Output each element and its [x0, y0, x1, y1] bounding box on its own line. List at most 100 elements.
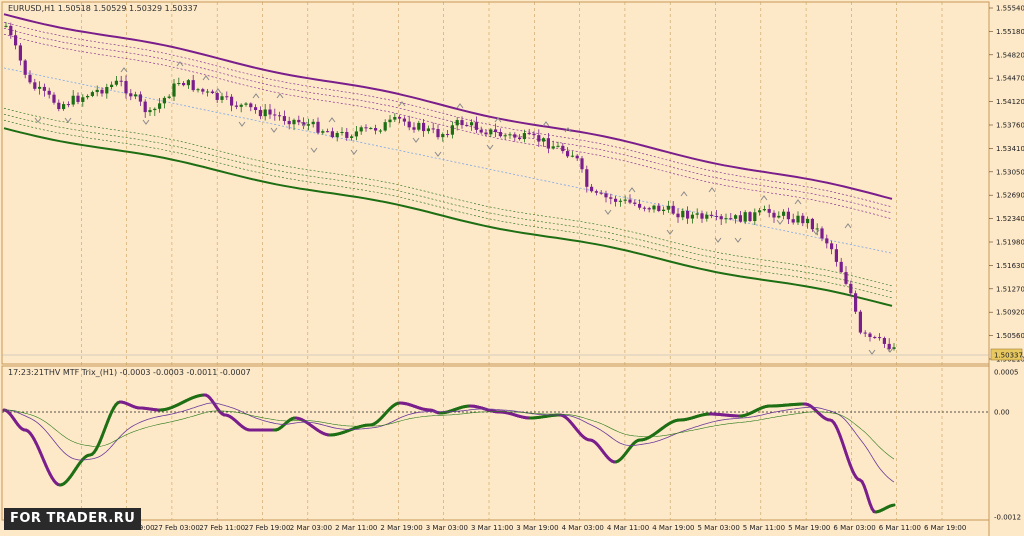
candle-body — [561, 145, 565, 152]
candle-body — [551, 146, 555, 149]
candle-body — [129, 93, 133, 97]
candle-body — [143, 101, 147, 113]
candle-body — [786, 211, 790, 220]
time-label: 2 Mar 03:00 — [290, 524, 332, 532]
candle-body — [335, 132, 339, 138]
candle-body — [28, 74, 32, 83]
time-label: 3 Mar 11:00 — [471, 524, 513, 532]
fractal-arrow — [398, 101, 406, 107]
candle-body — [278, 115, 282, 117]
candle-body — [14, 35, 18, 46]
price-label: 1.54820 — [996, 51, 1024, 59]
candle-body — [350, 136, 354, 138]
candle-body — [839, 261, 843, 273]
candle-body — [86, 95, 90, 98]
candle-body — [186, 80, 190, 86]
candle-body — [594, 191, 598, 193]
candle-body — [321, 131, 325, 133]
indicator-header: 17:23:21THV MTF Trix_(H1) -0.0003 -0.000… — [8, 368, 251, 377]
candle-body — [767, 209, 771, 213]
time-label: 4 Mar 19:00 — [652, 524, 694, 532]
time-label: 5 Mar 19:00 — [788, 524, 830, 532]
time-label: 4 Mar 11:00 — [607, 524, 649, 532]
fractal-arrow — [680, 191, 688, 197]
fractal-arrow — [666, 229, 674, 235]
candle-body — [791, 219, 795, 223]
upper-inner-band — [3, 33, 893, 220]
candle-body — [590, 186, 594, 192]
trix-slow-line — [4, 409, 895, 460]
candle-body — [738, 215, 742, 222]
time-label: 2 Mar 11:00 — [335, 524, 377, 532]
candle-body — [249, 103, 253, 108]
candle-body — [388, 119, 392, 123]
fractal-arrow — [844, 223, 852, 229]
candle-body — [719, 216, 723, 220]
upper-inner-band — [3, 21, 893, 208]
fractal-arrow — [300, 121, 308, 127]
lower-inner-band — [3, 107, 893, 287]
candle-body — [465, 125, 469, 127]
price-label: 1.52340 — [996, 215, 1024, 223]
fractal-arrow — [494, 117, 502, 123]
candle-body — [772, 212, 776, 218]
candle-body — [110, 84, 114, 88]
candle-body — [316, 121, 320, 133]
candle-body — [422, 122, 426, 132]
candle-body — [18, 45, 22, 61]
candle-body — [474, 122, 478, 130]
fractal-arrow — [214, 88, 222, 94]
candle-body — [393, 117, 397, 120]
candle-body — [412, 127, 416, 130]
candle-body — [815, 228, 819, 230]
candle-body — [345, 131, 349, 138]
candle-body — [681, 210, 685, 218]
candle-body — [90, 92, 94, 96]
fractal-arrow — [776, 219, 784, 225]
candle-body — [834, 249, 838, 262]
candle-body — [604, 193, 608, 198]
candle-body — [158, 103, 162, 109]
fractal-arrow — [350, 149, 358, 155]
candle-body — [820, 228, 824, 239]
candle-body — [479, 129, 483, 133]
candle-body — [657, 205, 661, 212]
candle-body — [326, 131, 330, 133]
indicator-axis: 0.0005 0.00 -0.0012 — [994, 369, 1021, 522]
fractal-arrow — [64, 117, 72, 123]
fractal-arrow — [714, 237, 722, 243]
time-label: 6 Mar 03:00 — [833, 524, 875, 532]
candle-body — [398, 117, 402, 119]
time-label: 27 Feb 03:00 — [154, 524, 200, 532]
indicator-frame — [1, 365, 990, 521]
candle-body — [162, 97, 166, 104]
fractal-arrow — [328, 117, 336, 123]
candle-body — [417, 122, 421, 130]
candle-body — [575, 155, 579, 159]
candle-body — [258, 110, 262, 117]
indicator-label: -0.0012 — [994, 514, 1021, 522]
candle-body — [580, 158, 584, 170]
candle-body — [446, 134, 450, 136]
time-label: 3 Mar 03:00 — [426, 524, 468, 532]
lower-band — [3, 127, 893, 307]
candle-body — [796, 215, 800, 223]
candle-body — [633, 202, 637, 204]
candle-body — [609, 197, 613, 199]
candle-body — [100, 89, 104, 94]
price-label: 1.50560 — [996, 332, 1024, 340]
candle-body — [4, 25, 8, 27]
price-label: 1.55180 — [996, 28, 1024, 36]
candle-body — [9, 25, 13, 36]
candle-body — [762, 209, 766, 211]
candle-body — [138, 94, 142, 102]
candle-body — [638, 203, 642, 208]
candle-body — [124, 81, 128, 94]
candle-body — [748, 212, 752, 221]
candle-body — [710, 214, 714, 216]
price-label: 1.54120 — [996, 98, 1024, 106]
candle-body — [782, 211, 786, 216]
fractal-arrow — [812, 229, 820, 235]
price-label: 1.50920 — [996, 309, 1024, 317]
